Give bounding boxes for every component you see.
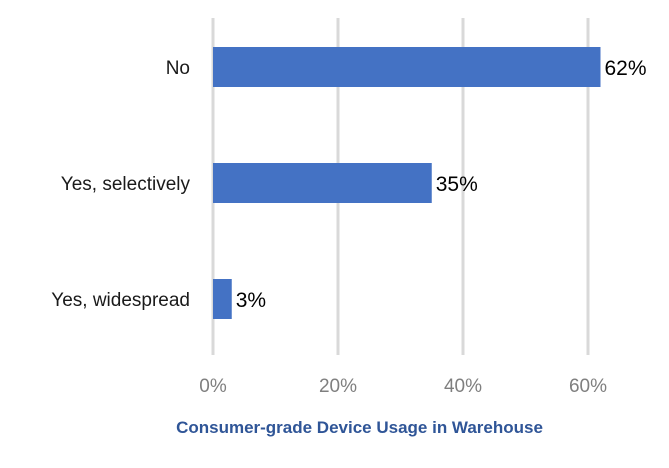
bar bbox=[213, 47, 601, 87]
data-label: 62% bbox=[605, 57, 647, 80]
bar bbox=[213, 163, 432, 203]
x-tick-label: 40% bbox=[444, 376, 482, 397]
category-labels: No Yes, selectively Yes, widespread bbox=[51, 58, 190, 311]
category-label: No bbox=[166, 58, 190, 79]
x-tick-label: 0% bbox=[199, 376, 227, 397]
x-tick-label: 20% bbox=[319, 376, 357, 397]
category-label: Yes, widespread bbox=[51, 290, 190, 311]
x-tick-label: 60% bbox=[569, 376, 607, 397]
data-label: 35% bbox=[436, 173, 478, 196]
data-labels: 62% 35% 3% bbox=[236, 57, 647, 312]
data-label: 3% bbox=[236, 289, 266, 312]
bar bbox=[213, 279, 232, 319]
bars bbox=[213, 47, 601, 319]
x-axis-title: Consumer-grade Device Usage in Warehouse bbox=[176, 418, 543, 437]
category-label: Yes, selectively bbox=[61, 174, 191, 195]
x-axis-ticks: 0% 20% 40% 60% bbox=[199, 376, 607, 397]
